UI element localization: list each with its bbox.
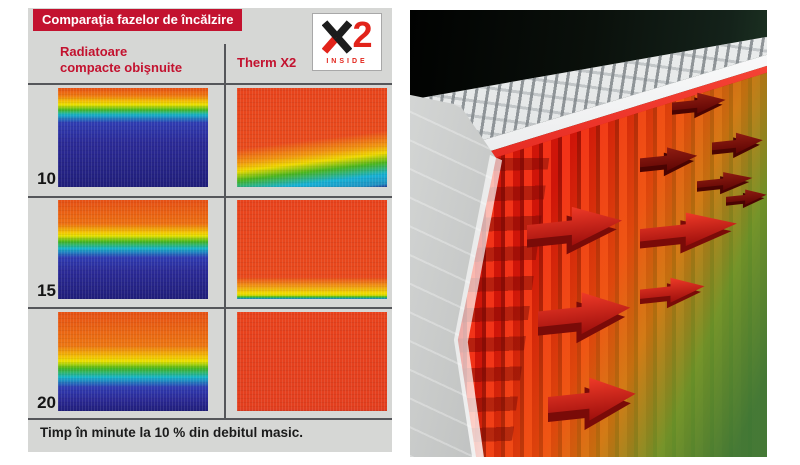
x2-inside-logo: 2 INSIDE	[312, 13, 382, 71]
thermal-image-thermx2-20min	[237, 312, 387, 411]
heat-flow-arrow-icon	[712, 129, 763, 161]
thermal-image-thermx2-10min	[237, 88, 387, 187]
row-minutes-label: 15	[37, 281, 56, 300]
x2-logo-two: 2	[352, 14, 372, 55]
panel-title: Comparaţia fazelor de încălzire	[33, 9, 243, 31]
divider-line	[28, 196, 392, 198]
column-header-standard-radiators: Radiatoare compacte obişnuite	[60, 44, 182, 76]
x2-logo-inside-text: INSIDE	[326, 58, 368, 65]
thermal-image-thermx2-15min	[237, 200, 387, 299]
x2-logo-mark: 2	[313, 17, 381, 57]
heat-flow-arrow-icon	[640, 274, 705, 312]
column-divider-line	[224, 44, 226, 418]
radiator-3d-render	[410, 10, 767, 457]
divider-line	[28, 307, 392, 309]
x2-logo-x-icon	[322, 20, 353, 54]
heat-flow-arrow-icon	[640, 144, 698, 180]
row-minutes-label: 10	[37, 169, 56, 188]
thermal-image-standard-10min	[58, 88, 208, 187]
heat-flow-arrow-icon	[527, 201, 623, 260]
thermal-image-standard-15min	[58, 200, 208, 299]
column-header-line1: Radiatoare	[60, 44, 128, 59]
divider-line	[28, 418, 392, 420]
row-minutes-label: 20	[37, 393, 56, 412]
heat-flow-arrow-icon	[548, 372, 636, 435]
time-caption: Timp în minute la 10 % din debitul masic…	[40, 425, 304, 440]
column-header-therm-x2: Therm X2	[237, 55, 297, 70]
column-header-line2: compacte obişnuite	[60, 60, 183, 75]
comparison-panel: Comparaţia fazelor de încălzire Radiatoa…	[28, 8, 392, 452]
heat-flow-arrow-icon	[538, 287, 631, 348]
divider-line	[28, 83, 392, 85]
heat-flow-arrow-icon	[672, 89, 726, 121]
thermal-image-standard-20min	[58, 312, 208, 411]
